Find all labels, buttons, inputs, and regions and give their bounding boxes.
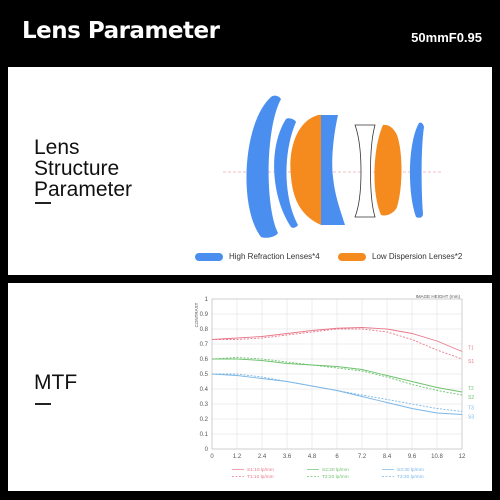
y-tick-label: 0.9	[200, 312, 209, 318]
label-underline	[35, 202, 51, 204]
legend-high-refraction: High Refraction Lenses*4	[195, 252, 320, 261]
x-tick-label: 9.6	[408, 454, 417, 460]
series-line-5	[212, 373, 463, 412]
y-tick-label: 0.1	[200, 432, 209, 438]
series-line-3	[211, 357, 463, 396]
lens-diagram	[223, 95, 443, 238]
y-tick-label: 0.2	[200, 417, 209, 423]
lens-element-5	[354, 124, 376, 218]
structure-label: Lens Structure Parameter	[34, 137, 132, 200]
lens-model: 50mmF0.95	[411, 30, 482, 45]
x-tick-label: 6	[335, 454, 339, 460]
series-end-label: T2	[468, 386, 474, 392]
label-underline	[35, 403, 51, 405]
lens-element-2	[274, 118, 298, 228]
structure-label-line: Structure	[34, 157, 120, 180]
y-tick-label: 1	[205, 297, 209, 303]
lens-element-6	[374, 124, 402, 216]
x-tick-label: 4.8	[308, 454, 317, 460]
series-line-2	[212, 358, 463, 393]
mtf-panel: MTF 0 0.1 0.2 0.3 0.4 0.5 0.6 0.7 0.8 0.9 1 0 1.2 2.4…	[8, 283, 492, 491]
series-end-label: S1	[468, 359, 474, 365]
legend-label: S3:30 lp/mm	[397, 467, 424, 473]
x-tick-label: 8.4	[383, 454, 392, 460]
mtf-chart: 0 0.1 0.2 0.3 0.4 0.5 0.6 0.7 0.8 0.9 1 0 1.2 2.4 3.6 4…	[194, 294, 474, 480]
lens-element-1	[246, 95, 281, 238]
legend-label: S1:10 lp/mm	[247, 467, 274, 473]
y-tick-label: 0.3	[200, 402, 209, 408]
series-line-1	[212, 328, 463, 360]
series-end-label: T1	[468, 346, 474, 352]
legend-label: T2:20 lp/mm	[322, 474, 349, 480]
y-tick-label: 0.5	[200, 372, 209, 378]
series-end-label: S3	[468, 415, 474, 421]
series-end-label: S2	[468, 395, 474, 401]
x-tick-label: 0	[210, 454, 214, 460]
x-tick-label: 3.6	[283, 454, 292, 460]
x-tick-label: 7.2	[358, 454, 367, 460]
legend-label: T3:30 lp/mm	[397, 474, 424, 480]
legend-label: S2:20 lp/mm	[322, 467, 349, 473]
lens-element-7	[409, 122, 424, 218]
x-tick-label: 1.2	[233, 454, 242, 460]
x-tick-label: 12	[459, 454, 466, 460]
y-axis-label: CONTRAST	[194, 302, 199, 327]
mtf-label: MTF	[34, 371, 78, 394]
lens-element-3	[290, 115, 321, 225]
page-title: Lens Parameter	[22, 18, 220, 44]
x-tick-label: 2.4	[258, 454, 267, 460]
legend-label: Low Dispersion Lenses*2	[372, 252, 463, 261]
y-tick-label: 0.7	[200, 342, 209, 348]
y-tick-label: 0.4	[200, 387, 209, 393]
lens-element-4	[321, 115, 345, 225]
orange-swatch-icon	[338, 252, 366, 261]
y-tick-label: 0	[205, 447, 209, 453]
x-tick-label: 10.8	[431, 454, 443, 460]
legend-low-dispersion: Low Dispersion Lenses*2	[338, 252, 462, 261]
lens-structure-panel: Lens Structure Parameter High Refraction…	[8, 67, 492, 275]
series-end-label: T3	[468, 406, 474, 412]
legend-label: High Refraction Lenses*4	[229, 252, 320, 261]
y-tick-label: 0.8	[200, 327, 209, 333]
structure-label-line: Lens	[34, 136, 80, 159]
x-axis-label: IMAGE HEIGHT (mm)	[416, 294, 461, 299]
series-line-0	[211, 327, 463, 352]
legend-label: T1:10 lp/mm	[247, 474, 274, 480]
structure-label-line: Parameter	[34, 178, 133, 201]
blue-swatch-icon	[195, 252, 223, 261]
y-tick-label: 0.6	[200, 357, 209, 363]
